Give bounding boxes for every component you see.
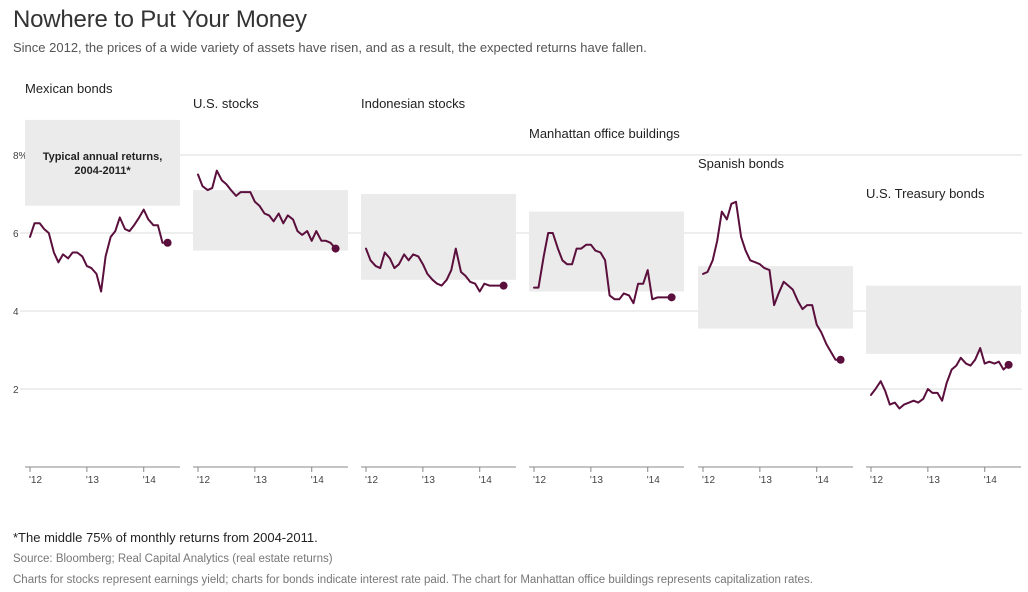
series-line — [533, 232, 673, 305]
y-tick-label: 6 — [13, 229, 19, 240]
x-tick-label: '12 — [870, 475, 883, 486]
x-tick-label: '14 — [984, 475, 997, 486]
band-annotation-line-1: Typical annual returns, — [43, 151, 163, 163]
x-tick-label: '13 — [759, 475, 772, 486]
series-line — [702, 200, 842, 361]
chart-note: Charts for stocks represent earnings yie… — [13, 574, 813, 586]
band-annotation-line-2: 2004-2011* — [74, 165, 131, 177]
typical-returns-band — [361, 194, 516, 280]
x-tick-label: '14 — [479, 475, 492, 486]
series-end-dot — [331, 244, 340, 253]
series-line — [870, 347, 1010, 410]
x-tick-label: '13 — [927, 475, 940, 486]
typical-returns-band — [25, 119, 180, 206]
typical-returns-band — [866, 285, 1021, 354]
x-tick-label: '12 — [365, 475, 378, 486]
panel-label: Indonesian stocks — [361, 96, 466, 111]
x-tick-label: '14 — [647, 475, 660, 486]
x-tick-label: '13 — [590, 475, 603, 486]
panel-u-s-treasury-bonds: '12 '13 '14 U.S. Treasury bonds — [866, 186, 1021, 486]
x-tick-label: '14 — [143, 475, 156, 486]
panel-label: Spanish bonds — [698, 156, 785, 171]
x-tick-label: '13 — [86, 475, 99, 486]
series-end-dot — [836, 355, 845, 364]
series-end-dot — [667, 293, 676, 302]
y-tick-label: 8% — [13, 151, 28, 162]
page-title: Nowhere to Put Your Money — [13, 6, 307, 33]
x-tick-label: '14 — [816, 475, 829, 486]
panel-label: U.S. stocks — [193, 96, 259, 111]
series-end-dot — [499, 281, 508, 290]
panel-label: Mexican bonds — [25, 81, 113, 96]
small-multiples-chart: 2 4 6 8% '12 '13 '14 Mexican bonds '12 '13 '14 U.S.… — [13, 81, 1022, 486]
series-end-dot — [163, 238, 172, 247]
y-tick-label: 4 — [13, 307, 19, 318]
series-line — [197, 169, 337, 250]
typical-returns-band — [698, 266, 853, 329]
x-tick-label: '13 — [254, 475, 267, 486]
x-tick-label: '14 — [311, 475, 324, 486]
y-tick-label: 2 — [13, 385, 19, 396]
panel-mexican-bonds: '12 '13 '14 Mexican bonds — [25, 81, 180, 486]
x-tick-label: '12 — [29, 475, 42, 486]
series-line — [29, 208, 169, 293]
x-tick-label: '12 — [197, 475, 210, 486]
x-tick-label: '13 — [422, 475, 435, 486]
page-subtitle: Since 2012, the prices of a wide variety… — [13, 40, 647, 55]
series-line — [365, 247, 505, 293]
x-tick-label: '12 — [533, 475, 546, 486]
source-line: Source: Bloomberg; Real Capital Analytic… — [13, 553, 333, 565]
panel-spanish-bonds: '12 '13 '14 Spanish bonds — [698, 156, 853, 486]
footnote: *The middle 75% of monthly returns from … — [13, 530, 318, 545]
x-tick-label: '12 — [702, 475, 715, 486]
panel-label: Manhattan office buildings — [529, 126, 680, 141]
typical-returns-band — [529, 211, 684, 292]
series-end-dot — [1004, 360, 1013, 369]
panel-manhattan-office-buildings: '12 '13 '14 Manhattan office buildings — [529, 126, 684, 486]
panel-u-s-stocks: '12 '13 '14 U.S. stocks — [193, 96, 348, 486]
panel-indonesian-stocks: '12 '13 '14 Indonesian stocks — [361, 96, 516, 486]
panel-label: U.S. Treasury bonds — [866, 186, 985, 201]
